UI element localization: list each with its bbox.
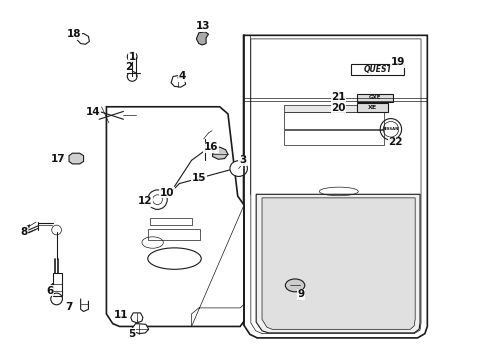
Text: 8: 8 [20, 227, 27, 237]
Text: 11: 11 [114, 310, 128, 320]
Bar [284, 130, 384, 145]
Text: 9: 9 [297, 289, 304, 299]
Text: XE: XE [368, 105, 377, 110]
Text: 10: 10 [160, 188, 174, 198]
Polygon shape [256, 194, 420, 333]
Text: NISSAN: NISSAN [383, 127, 399, 131]
Text: QUEST: QUEST [364, 65, 392, 74]
Bar [284, 112, 384, 129]
Polygon shape [262, 198, 415, 329]
Text: 12: 12 [138, 197, 152, 206]
Text: 5: 5 [128, 329, 136, 339]
Text: 22: 22 [389, 138, 403, 148]
Text: 18: 18 [67, 29, 81, 39]
Bar [148, 229, 200, 240]
Polygon shape [69, 153, 84, 164]
Text: 15: 15 [192, 173, 206, 183]
Polygon shape [77, 33, 89, 44]
Polygon shape [131, 313, 143, 323]
Text: 14: 14 [86, 107, 100, 117]
Polygon shape [244, 35, 427, 338]
Text: 13: 13 [196, 21, 210, 31]
Text: 19: 19 [391, 57, 405, 67]
Bar [357, 103, 389, 112]
Text: 1: 1 [128, 52, 136, 62]
Text: 16: 16 [204, 142, 218, 152]
Text: 17: 17 [50, 154, 65, 163]
Text: GXE: GXE [368, 95, 381, 100]
Text: 7: 7 [65, 302, 73, 312]
Bar [53, 273, 62, 296]
Text: 6: 6 [46, 286, 53, 296]
Ellipse shape [285, 279, 305, 292]
Bar [284, 105, 384, 112]
Bar [357, 94, 393, 102]
Text: 20: 20 [331, 103, 345, 113]
Text: 3: 3 [239, 156, 246, 165]
Polygon shape [213, 147, 228, 159]
Polygon shape [132, 324, 149, 334]
Text: 2: 2 [124, 63, 132, 72]
Text: 21: 21 [331, 92, 345, 102]
Text: 4: 4 [178, 71, 186, 81]
Ellipse shape [230, 161, 247, 176]
Polygon shape [106, 107, 244, 327]
Polygon shape [196, 32, 209, 45]
Bar [351, 64, 404, 75]
Polygon shape [171, 76, 186, 87]
Bar [150, 217, 192, 225]
